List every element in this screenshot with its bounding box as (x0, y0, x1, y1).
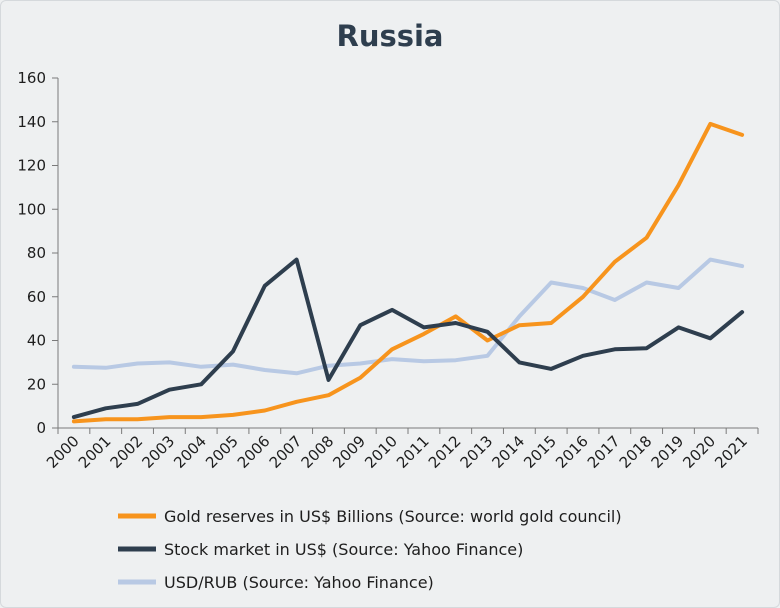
legend-label: Gold reserves in US$ Billions (Source: w… (164, 507, 622, 526)
series-layer (71, 121, 745, 424)
y-tick-label: 0 (36, 419, 46, 437)
x-tick-label: 2012 (425, 432, 465, 472)
y-tick-label: 60 (27, 288, 46, 306)
legend-item: USD/RUB (Source: Yahoo Finance) (118, 573, 434, 592)
x-tick-label: 2020 (679, 432, 719, 472)
x-tick-label: 2019 (648, 432, 688, 472)
legend-label: Stock market in US$ (Source: Yahoo Finan… (164, 540, 523, 559)
legend-item: Gold reserves in US$ Billions (Source: w… (118, 507, 622, 526)
y-tick-label: 20 (27, 375, 46, 393)
y-tick-label: 140 (17, 113, 46, 131)
series-line-2 (71, 257, 745, 376)
legend: Gold reserves in US$ Billions (Source: w… (118, 507, 622, 592)
series-line-0 (71, 121, 745, 424)
x-tick-label: 2010 (361, 432, 401, 472)
x-tick-label: 2001 (75, 432, 115, 472)
y-tick-label: 160 (17, 69, 46, 87)
x-tick-label: 2006 (234, 432, 274, 472)
x-tick-label: 2013 (457, 432, 497, 472)
x-tick-label: 2014 (488, 432, 528, 472)
x-tick-label: 2008 (298, 432, 338, 472)
y-tick-label: 120 (17, 157, 46, 175)
y-tick-label: 80 (27, 244, 46, 262)
x-tick-label: 2018 (616, 432, 656, 472)
x-tick-label: 2002 (107, 432, 147, 472)
x-tick-label: 2007 (266, 432, 306, 472)
chart-title: Russia (336, 19, 443, 53)
x-tick-label: 2021 (711, 432, 751, 472)
y-tick-label: 100 (17, 200, 46, 218)
x-tick-label: 2004 (170, 432, 210, 472)
x-tick-label: 2015 (520, 432, 560, 472)
legend-label: USD/RUB (Source: Yahoo Finance) (164, 573, 434, 592)
x-tick-label: 2016 (552, 432, 592, 472)
axes: 0204060801001201401602000200120022003200… (17, 69, 759, 472)
x-tick-label: 2005 (202, 432, 242, 472)
series-line-1 (71, 257, 745, 420)
x-tick-label: 2003 (138, 432, 178, 472)
x-tick-label: 2011 (393, 432, 433, 472)
legend-item: Stock market in US$ (Source: Yahoo Finan… (118, 540, 523, 559)
x-tick-label: 2009 (329, 432, 369, 472)
x-tick-label: 2000 (43, 432, 83, 472)
x-tick-label: 2017 (584, 432, 624, 472)
y-tick-label: 40 (27, 332, 46, 350)
